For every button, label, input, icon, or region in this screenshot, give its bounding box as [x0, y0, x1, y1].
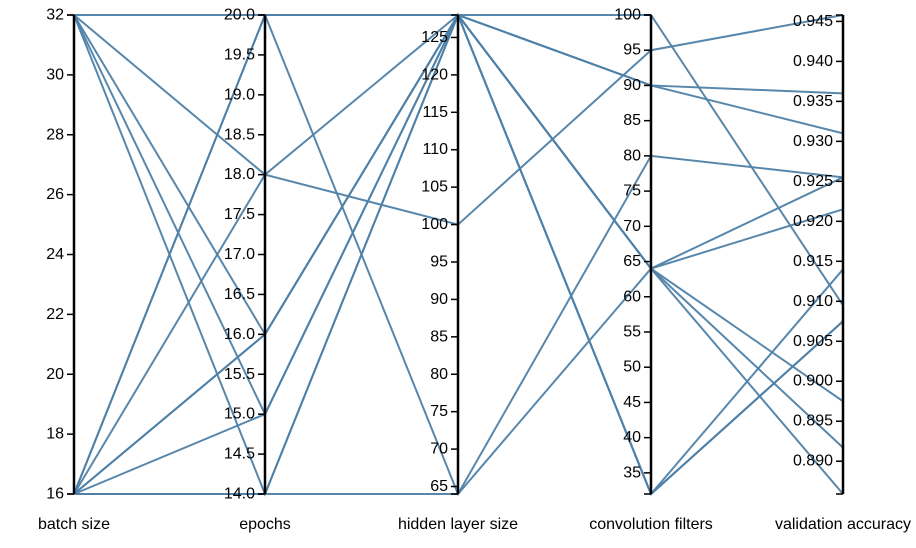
tick-label: 0.905 — [793, 333, 833, 350]
tick-label: 40 — [623, 429, 641, 446]
tick-label: 110 — [422, 141, 448, 158]
tick-label: 75 — [430, 403, 448, 420]
tick-label: 120 — [421, 66, 448, 83]
axis-label-hidden-layer-size: hidden layer size — [398, 516, 518, 533]
tick-label: 85 — [623, 112, 641, 129]
tick-label: 18.0 — [224, 166, 255, 183]
tick-label: 19.5 — [224, 46, 255, 63]
tick-label: 30 — [46, 66, 64, 83]
tick-label: 60 — [623, 288, 641, 305]
tick-label: 35 — [623, 464, 641, 481]
tick-label: 65 — [430, 478, 448, 495]
tick-label: 0.910 — [793, 293, 833, 310]
tick-label: 0.935 — [793, 93, 833, 110]
tick-label: 19.0 — [224, 86, 255, 103]
tick-label: 20 — [46, 366, 64, 383]
tick-label: 17.0 — [224, 246, 255, 263]
tick-label: 0.930 — [793, 133, 833, 150]
axis-convolution-filters: 35 40 45 50 55 60 65 70 75 80 85 90 95 100 convolution… — [589, 7, 713, 534]
axis-label-convolution-filters: convolution filters — [589, 516, 713, 533]
tick-label: 18.5 — [224, 126, 255, 143]
tick-label: 65 — [623, 253, 641, 270]
tick-label: 50 — [623, 359, 641, 376]
tick-label: 45 — [623, 394, 641, 411]
axis-label-validation-accuracy: validation accuracy — [775, 516, 911, 533]
tick-label: 90 — [623, 77, 641, 94]
tick-label: 15.5 — [224, 366, 255, 383]
tick-label: 85 — [430, 328, 448, 345]
tick-label: 55 — [623, 323, 641, 340]
tick-label: 70 — [623, 218, 641, 235]
tick-label: 17.5 — [224, 206, 255, 223]
axis-label-batch-size: batch size — [38, 516, 110, 533]
tick-label: 125 — [421, 29, 448, 46]
tick-label: 22 — [46, 306, 64, 323]
tick-label: 0.920 — [793, 213, 833, 230]
tick-label: 16 — [46, 486, 64, 503]
tick-label: 0.915 — [793, 253, 833, 270]
axis-epochs: 14.0 14.5 15.0 15.5 16.0 16.5 17.0 17.5 18.0 18.5… — [224, 7, 291, 534]
tick-label: 95 — [430, 253, 448, 270]
tick-label: 16.0 — [224, 326, 255, 343]
axes: 16 18 20 22 24 26 28 30 32 batch size 14.0 14.5 15.0… — [38, 7, 911, 534]
tick-label: 100 — [421, 216, 448, 233]
tick-label: 115 — [422, 104, 448, 121]
tick-label: 20.0 — [224, 7, 255, 24]
tick-label: 80 — [623, 147, 641, 164]
tick-label: 105 — [421, 179, 448, 196]
axis-label-epochs: epochs — [239, 516, 291, 533]
tick-label: 70 — [430, 441, 448, 458]
tick-label: 75 — [623, 183, 641, 200]
tick-label: 80 — [430, 366, 448, 383]
axis-batch-size: 16 18 20 22 24 26 28 30 32 batch size — [38, 7, 110, 534]
axis-validation-accuracy: 0.890 0.895 0.900 0.905 0.910 0.915 0.920 0.925… — [775, 13, 911, 533]
tick-label: 0.925 — [793, 173, 833, 190]
tick-label: 14.0 — [224, 486, 255, 503]
tick-label: 0.890 — [793, 453, 833, 470]
tick-label: 26 — [46, 186, 64, 203]
tick-label: 18 — [46, 426, 64, 443]
tick-label: 15.0 — [224, 406, 255, 423]
tick-label: 0.900 — [793, 373, 833, 390]
tick-label: 0.945 — [793, 13, 833, 30]
tick-label: 0.940 — [793, 53, 833, 70]
tick-label: 24 — [46, 246, 64, 263]
tick-label: 16.5 — [224, 286, 255, 303]
tick-label: 14.5 — [224, 446, 255, 463]
tick-label: 95 — [623, 42, 641, 59]
tick-label: 32 — [46, 7, 64, 24]
tick-label: 100 — [614, 7, 641, 24]
tick-label: 0.895 — [793, 413, 833, 430]
axis-hidden-layer-size: 65 70 75 80 85 90 95 100 105 110 115 120 125 hidden l… — [398, 14, 518, 533]
tick-label: 90 — [430, 291, 448, 308]
tick-label: 28 — [46, 126, 64, 143]
